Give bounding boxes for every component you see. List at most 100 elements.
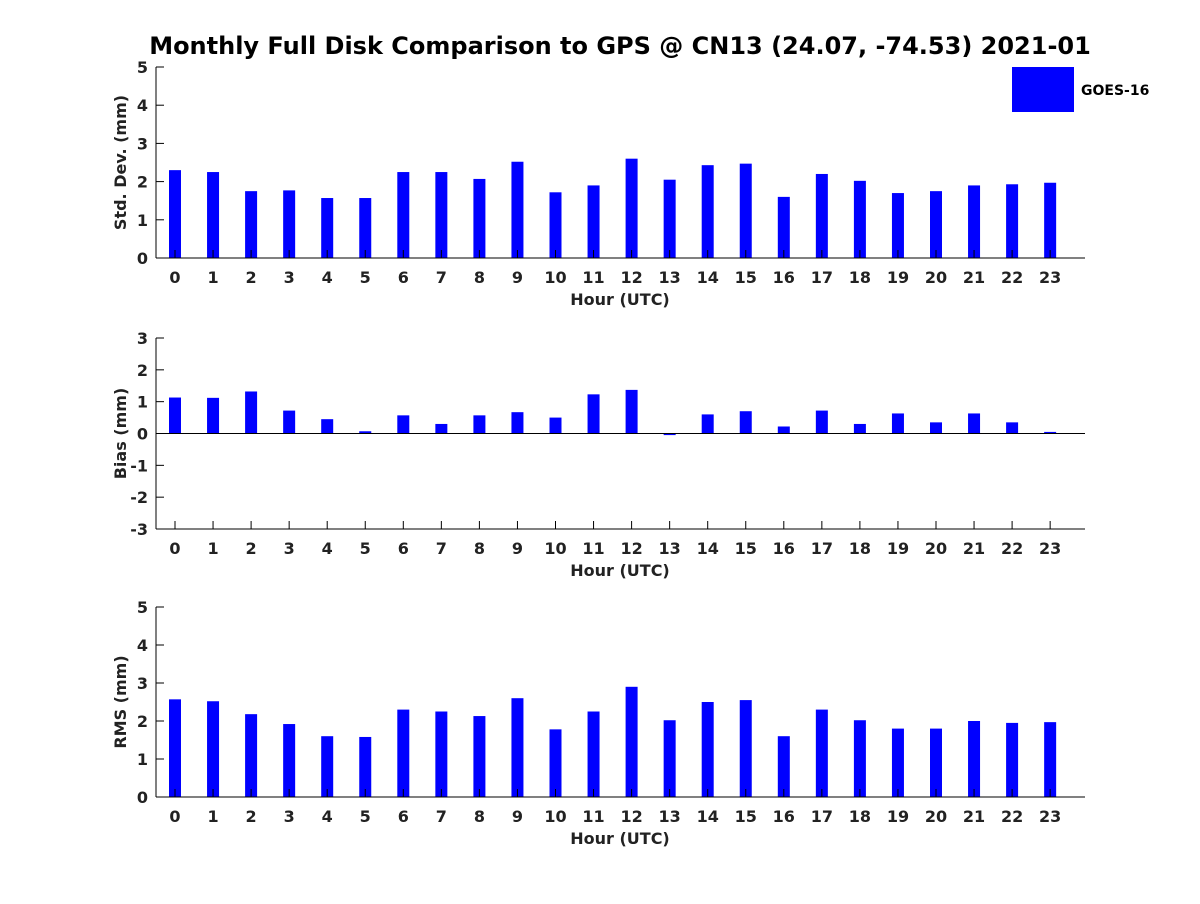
bar-hour-22: [1006, 722, 1019, 797]
bar-hour-12: [625, 389, 638, 434]
bar-hour-13: [663, 179, 676, 258]
y-tick-label: 2: [137, 361, 148, 380]
x-tick-label: 11: [582, 268, 604, 287]
y-tick-label: 3: [137, 329, 148, 348]
bar-hour-10: [549, 417, 562, 434]
bar-hour-1: [207, 701, 220, 797]
bar-hour-2: [245, 714, 258, 797]
bar-hour-21: [968, 721, 981, 797]
bar-hour-13: [663, 720, 676, 797]
bar-hour-16: [777, 736, 790, 797]
x-tick-label: 23: [1039, 268, 1061, 287]
y-tick-label: 0: [137, 249, 148, 268]
bar-hour-6: [397, 172, 410, 258]
x-tick-label: 13: [659, 268, 681, 287]
bar-hour-18: [853, 423, 866, 434]
bar-hour-4: [321, 419, 334, 434]
x-tick-label: 15: [735, 807, 757, 826]
y-tick-label: 0: [137, 425, 148, 444]
bar-hour-17: [815, 173, 828, 258]
x-tick-label: 10: [544, 539, 566, 558]
x-tick-label: 22: [1001, 807, 1023, 826]
x-tick-label: 9: [512, 807, 523, 826]
bar-hour-8: [473, 415, 486, 434]
bar-hour-16: [777, 426, 790, 434]
y-tick-label: 4: [137, 636, 148, 655]
bar-hour-14: [701, 414, 714, 434]
bar-hour-18: [853, 180, 866, 258]
x-tick-label: 12: [620, 268, 642, 287]
x-tick-label: 0: [169, 539, 180, 558]
bar-hour-12: [625, 158, 638, 258]
bar-hour-6: [397, 709, 410, 797]
x-tick-label: 7: [436, 807, 447, 826]
bar-hour-15: [739, 700, 752, 797]
x-tick-label: 10: [544, 807, 566, 826]
bar-hour-17: [815, 709, 828, 797]
x-tick-label: 21: [963, 268, 985, 287]
bar-hour-15: [739, 411, 752, 434]
bar-hour-8: [473, 178, 486, 258]
x-tick-label: 22: [1001, 539, 1023, 558]
x-tick-label: 20: [925, 807, 947, 826]
legend: GOES-16: [1012, 67, 1149, 112]
x-tick-label: 1: [207, 268, 218, 287]
x-tick-label: 7: [436, 539, 447, 558]
y-tick-label: 5: [137, 58, 148, 77]
x-tick-label: 0: [169, 807, 180, 826]
bar-hour-23: [1044, 722, 1057, 797]
x-tick-label: 18: [849, 807, 871, 826]
x-tick-label: 8: [474, 539, 485, 558]
bar-hour-7: [435, 172, 448, 258]
bar-hour-5: [359, 431, 372, 434]
y-tick-label: 1: [137, 211, 148, 230]
x-tick-label: 5: [360, 807, 371, 826]
bar-hour-6: [397, 415, 410, 434]
bar-hour-22: [1006, 422, 1019, 434]
bar-hour-17: [815, 410, 828, 434]
bar-hour-2: [245, 391, 258, 434]
bar-hour-7: [435, 711, 448, 797]
x-tick-label: 16: [773, 807, 795, 826]
bar-hour-10: [549, 729, 562, 797]
bar-hour-23: [1044, 431, 1057, 434]
bar-hour-8: [473, 716, 486, 797]
x-tick-label: 4: [322, 539, 333, 558]
x-tick-label: 13: [659, 539, 681, 558]
x-tick-label: 22: [1001, 268, 1023, 287]
bar-hour-11: [587, 394, 600, 434]
y-tick-label: 2: [137, 712, 148, 731]
bar-hour-5: [359, 736, 372, 797]
x-tick-label: 3: [284, 268, 295, 287]
y-tick-label: 3: [137, 134, 148, 153]
x-tick-label: 11: [582, 807, 604, 826]
y-tick-label: 2: [137, 173, 148, 192]
bar-hour-2: [245, 191, 258, 258]
bar-hour-15: [739, 163, 752, 258]
x-axis-label: Hour (UTC): [570, 290, 670, 309]
x-tick-label: 13: [659, 807, 681, 826]
bar-hour-19: [891, 413, 904, 434]
bar-hour-20: [930, 728, 942, 797]
x-tick-label: 8: [474, 807, 485, 826]
x-tick-label: 18: [849, 268, 871, 287]
bar-hour-7: [435, 423, 448, 434]
x-tick-label: 19: [887, 539, 909, 558]
y-tick-label: -1: [130, 456, 148, 475]
bar-hour-20: [930, 191, 942, 258]
bar-hour-3: [283, 190, 296, 258]
x-tick-label: 17: [811, 268, 833, 287]
bar-hour-18: [853, 720, 866, 797]
y-axis-label: RMS (mm): [111, 655, 130, 748]
x-tick-label: 20: [925, 268, 947, 287]
bar-hour-1: [207, 397, 220, 434]
x-tick-label: 2: [246, 807, 257, 826]
y-tick-label: 1: [137, 393, 148, 412]
x-tick-label: 11: [582, 539, 604, 558]
bar-hour-9: [511, 698, 524, 797]
bar-hour-20: [930, 422, 942, 434]
x-tick-label: 10: [544, 268, 566, 287]
